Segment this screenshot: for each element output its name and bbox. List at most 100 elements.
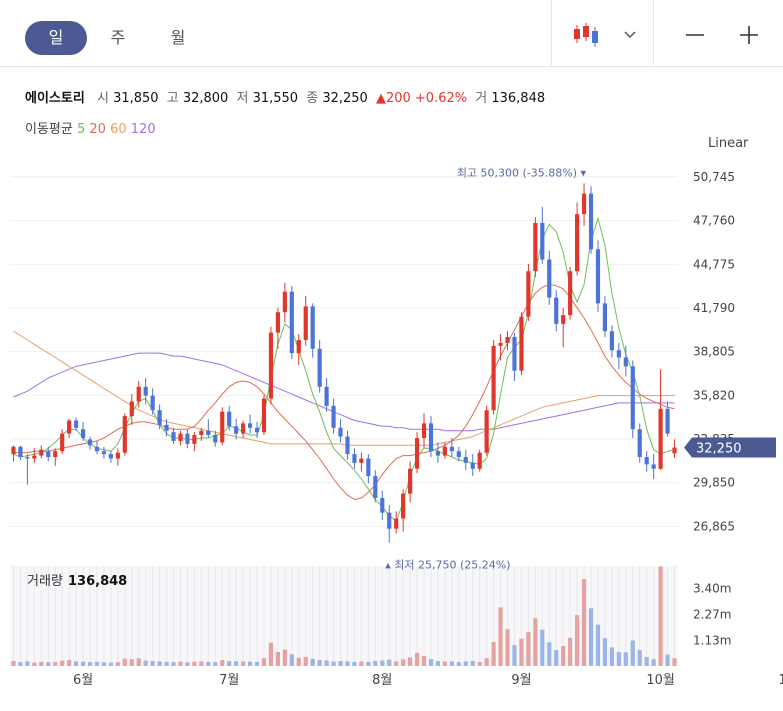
toolbar-divider [653,0,654,66]
volume-bar [408,657,413,666]
candle-body [289,291,294,354]
volume-bar [533,618,538,666]
ma-legend-label: 이동평균 [25,122,73,137]
chevron-down-icon [624,31,636,39]
ma20-label: 20 [89,122,106,137]
volume-tick-label: 2.27m [693,607,731,621]
candlestick-icon [574,23,598,47]
candle-body [428,423,434,452]
candle-body [352,454,357,463]
volume-bar [220,660,225,666]
change-percent: +0.62% [414,91,468,106]
open-label: 시 [96,91,109,106]
candle-body [115,452,120,459]
y-tick-label: 44,775 [693,257,735,271]
volume-bar [213,662,218,666]
candle-body [595,249,601,304]
candle-body [554,297,559,324]
y-tick-label: 29,850 [693,476,735,490]
candle-body [241,423,246,434]
candle-body [345,436,350,455]
volume-bar [178,661,183,666]
volume-bar [401,659,406,666]
candle-body [644,457,649,465]
tab-daily[interactable]: 일 [25,21,87,55]
volume-bar [456,661,461,666]
volume-bar [394,661,399,666]
moving-average-legend[interactable]: 이동평균 5 20 60 120 [25,118,156,137]
volume-bar [519,638,524,666]
volume-bar [241,661,246,666]
volume-bar [428,659,434,666]
candle-body [505,337,510,343]
candle-body [408,468,413,494]
volume-tick-label: 1.13m [693,633,731,647]
candle-body [630,366,635,430]
volume-bar [18,662,23,666]
volume-bar [470,661,475,666]
y-tick-label: 50,745 [693,170,735,184]
candle-body [317,348,322,387]
low-value: 31,550 [252,91,299,106]
chart-type-button[interactable] [566,18,606,52]
candle-body [108,454,113,459]
candle-body [526,271,531,317]
volume-bar [206,661,211,666]
x-tick-label: 10월 [646,673,675,688]
candle-body [150,395,155,411]
volume-bar [101,662,107,666]
x-tick-label: 7월 [219,673,239,688]
candle-body [247,423,253,428]
volume-bar [498,607,503,666]
volume-bar [665,654,670,666]
volume-bar [310,658,315,666]
volume-bar [595,624,601,666]
x-tick-label: 6월 [73,673,93,688]
candle-body [575,214,580,272]
candle-body [60,433,65,452]
candle-body [331,405,336,428]
candle-body [470,462,475,469]
volume-bar [11,661,16,666]
volume-bar [491,641,496,666]
max-price-annotation: 최고 50,300 (-35.88%) ▾ [457,166,587,179]
zoom-out-button[interactable] [680,18,710,52]
min-price-annotation: ▴ 최저 25,750 (25.24%) [385,559,510,572]
volume-bar [171,662,176,666]
volume-panel-label: 거래량 [27,574,63,589]
candle-body [157,410,162,425]
candle-body [227,411,232,427]
volume-bar [129,659,134,666]
candle-body [519,316,524,371]
candle-body [122,416,127,453]
minus-icon [686,34,704,36]
tab-monthly[interactable]: 월 [170,28,186,47]
candle-body [665,408,670,434]
volume-bar [25,661,30,666]
volume-bar [435,661,441,666]
candle-body [25,457,30,459]
candle-body [234,426,239,434]
candle-body [435,451,441,456]
candle-body [366,458,371,477]
close-label: 종 [306,91,319,106]
volume-bar [234,661,239,666]
volume-bar [67,660,72,666]
zoom-in-button[interactable] [734,18,764,52]
volume-bar [651,659,656,666]
volume-panel-value: 136,848 [68,574,127,589]
candle-body [477,452,482,469]
candle-body [338,427,343,437]
toolbar-divider [551,0,552,66]
tab-weekly[interactable]: 주 [110,28,126,47]
volume-bar [630,640,635,666]
scale-mode-toggle[interactable]: Linear [708,136,749,151]
chart-type-dropdown[interactable] [617,18,643,52]
current-price-label: 32,250 [696,442,742,457]
volume-bar [449,661,454,666]
x-tick-label: 8월 [372,673,392,688]
volume-bar [199,661,204,666]
volume-bar [53,661,58,666]
ma60-line [13,330,675,446]
